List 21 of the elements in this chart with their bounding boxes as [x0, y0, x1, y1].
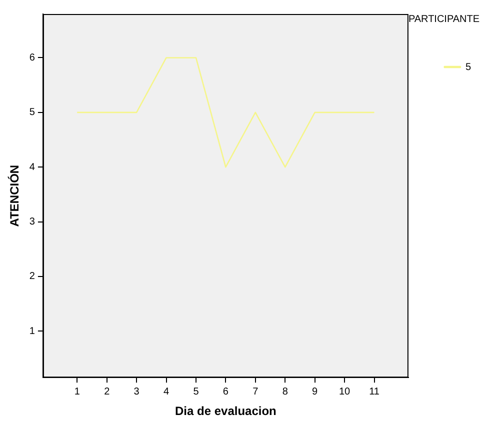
y-tick-label: 2 [29, 271, 36, 282]
legend-label: 5 [465, 62, 472, 73]
x-axis-title: Dia de evaluacion [175, 404, 276, 418]
y-axis-title: ATENCIÓN [8, 164, 22, 227]
y-tick-label: 1 [29, 326, 36, 337]
x-tick-label: 9 [312, 386, 318, 398]
y-tick-label: 6 [29, 52, 36, 64]
y-tick-label: 3 [29, 216, 36, 228]
y-tick-label: 4 [29, 162, 36, 173]
legend-title: PARTICIPANTE [408, 14, 480, 25]
x-tick-label: 10 [338, 386, 351, 398]
y-tick-label: 5 [29, 107, 36, 118]
x-tick-label: 3 [134, 386, 140, 398]
x-tick-label: 5 [193, 386, 200, 398]
x-tick-label: 11 [369, 386, 380, 398]
x-tick-label: 7 [252, 386, 259, 398]
x-tick-label: 8 [282, 386, 288, 398]
x-tick-label: 2 [104, 386, 110, 398]
x-tick-label: 1 [74, 386, 80, 398]
x-tick-label: 4 [163, 386, 170, 398]
x-tick-label: 6 [222, 386, 229, 398]
